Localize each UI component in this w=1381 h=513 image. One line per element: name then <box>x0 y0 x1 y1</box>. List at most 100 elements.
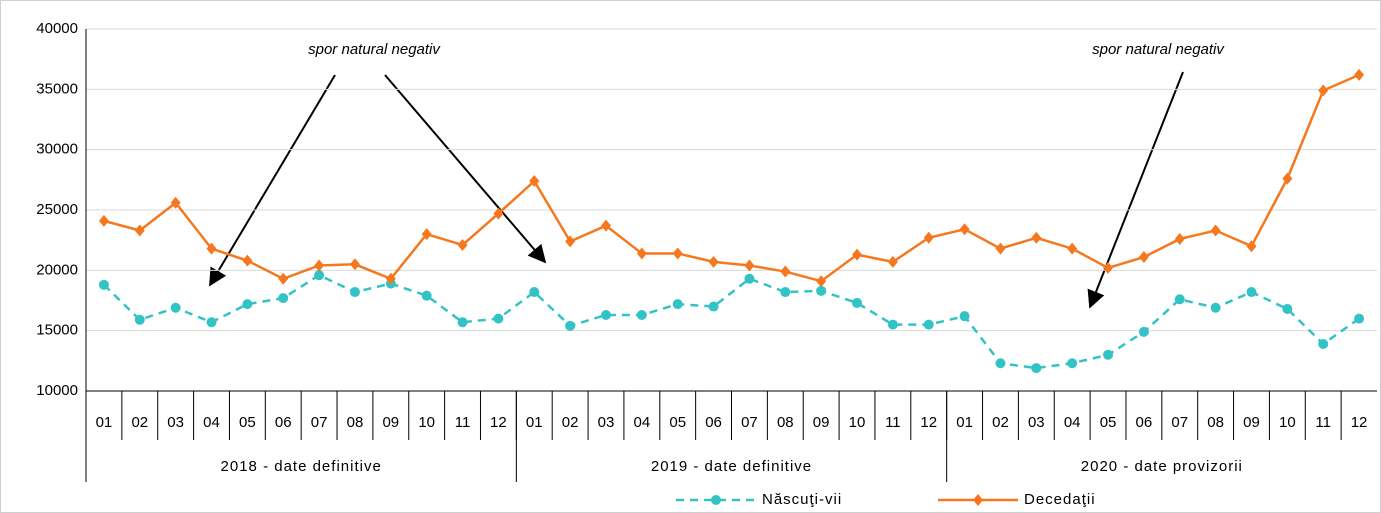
point <box>973 494 983 506</box>
point <box>1067 242 1078 255</box>
point <box>349 287 360 298</box>
x-tick-label: 05 <box>669 414 686 431</box>
annotation: spor natural negativ <box>308 41 441 58</box>
x-tick-label: 07 <box>311 414 328 431</box>
point <box>708 255 719 268</box>
point <box>98 214 109 227</box>
point <box>134 224 145 237</box>
point <box>565 320 576 331</box>
point <box>421 228 432 241</box>
point <box>493 207 504 220</box>
x-tick-label: 10 <box>1279 414 1296 431</box>
arrows <box>209 71 1184 309</box>
x-tick-label: 05 <box>1100 414 1117 431</box>
point <box>385 272 396 285</box>
x-tick-label: 03 <box>167 414 184 431</box>
x-tick-label: 12 <box>920 414 937 431</box>
x-tick-label: 08 <box>777 414 794 431</box>
y-tick-label: 15000 <box>36 322 78 339</box>
x-tick-label: 09 <box>813 414 830 431</box>
point <box>1282 303 1293 314</box>
x-tick-label: 10 <box>418 414 435 431</box>
legend-label: Născuţi-vii <box>762 491 842 508</box>
point <box>744 273 755 284</box>
point <box>529 287 540 298</box>
x-tick-label: 01 <box>96 414 113 431</box>
legend-label: Decedaţii <box>1024 491 1096 508</box>
y-tick-label: 35000 <box>36 80 78 97</box>
y-tick-label: 30000 <box>36 141 78 158</box>
point <box>1103 349 1114 360</box>
x-tick-label: 11 <box>455 414 471 431</box>
point <box>1246 240 1257 253</box>
point <box>314 270 325 281</box>
point <box>1174 294 1185 305</box>
point <box>278 293 289 304</box>
group-label: 2019 - date definitive <box>651 458 812 475</box>
x-tick-label: 07 <box>741 414 758 431</box>
point <box>1138 251 1149 264</box>
x-tick-label: 03 <box>1028 414 1045 431</box>
point <box>314 259 325 272</box>
x-tick-label: 02 <box>131 414 148 431</box>
point <box>170 196 181 209</box>
point <box>170 302 181 313</box>
point <box>672 247 683 260</box>
x-tick-label: 07 <box>1171 414 1188 431</box>
point <box>529 175 540 188</box>
point <box>1103 261 1114 274</box>
point <box>600 219 611 232</box>
point <box>600 309 611 320</box>
x-tick-label: 08 <box>1207 414 1224 431</box>
point <box>278 272 289 285</box>
point <box>1210 302 1221 313</box>
series-line <box>103 273 1360 370</box>
x-tick-label: 11 <box>1315 414 1331 431</box>
point <box>816 275 827 288</box>
point <box>636 309 647 320</box>
point <box>708 301 719 312</box>
point <box>1210 224 1221 237</box>
point <box>134 314 145 325</box>
point <box>852 248 863 261</box>
point <box>959 311 970 322</box>
point <box>242 299 253 310</box>
point <box>780 287 791 298</box>
y-tick-label: 20000 <box>36 261 78 278</box>
point <box>1354 68 1365 81</box>
group-label: 2018 - date definitive <box>221 458 382 475</box>
x-tick-label: 02 <box>992 414 1009 431</box>
point <box>959 223 970 236</box>
x-tick-label: 04 <box>203 414 220 431</box>
annotation: spor natural negativ <box>1092 41 1225 58</box>
point <box>852 297 863 308</box>
point <box>1354 313 1365 324</box>
point <box>816 285 827 296</box>
x-tick-label: 10 <box>849 414 866 431</box>
x-tick-label: 12 <box>490 414 507 431</box>
point <box>493 313 504 324</box>
x-tick-label: 06 <box>275 414 292 431</box>
x-tick-label: 02 <box>562 414 579 431</box>
point <box>711 495 721 505</box>
point <box>887 255 898 268</box>
point <box>1031 363 1042 374</box>
x-tick-label: 08 <box>347 414 364 431</box>
point <box>206 242 217 255</box>
point <box>421 290 432 301</box>
point <box>457 317 468 328</box>
x-tick-label: 06 <box>1136 414 1153 431</box>
point <box>1318 338 1329 349</box>
y-tick-label: 25000 <box>36 201 78 218</box>
point <box>206 317 217 328</box>
point <box>98 279 109 290</box>
point <box>672 299 683 310</box>
x-tick-label: 01 <box>526 414 543 431</box>
point <box>744 259 755 272</box>
point <box>1318 84 1329 97</box>
x-tick-label: 06 <box>705 414 722 431</box>
point <box>457 238 468 251</box>
point <box>923 319 934 330</box>
